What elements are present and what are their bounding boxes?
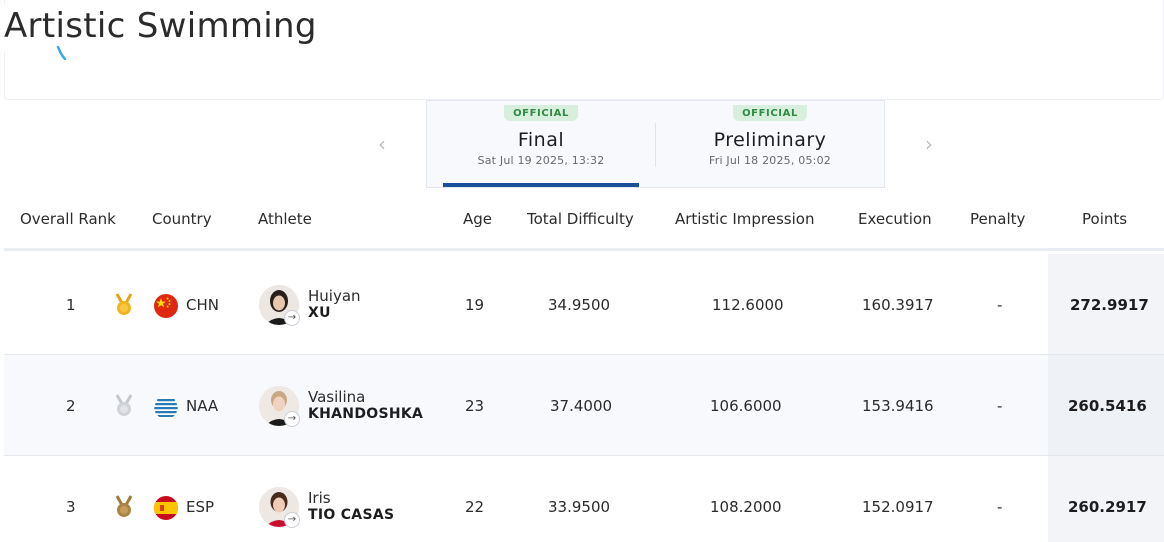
next-phase-arrow[interactable]: › [925,132,933,156]
points-value: 260.2917 [1068,498,1147,516]
table-header: Overall Rank Country Athlete Age Total D… [4,196,1164,251]
tab-preliminary[interactable]: OFFICIAL Preliminary Fri Jul 18 2025, 05… [655,101,885,187]
page-title: Artistic Swimming [4,4,424,52]
status-badge: OFFICIAL [504,105,578,121]
silver-medal-icon [115,394,133,416]
column-header-execution[interactable]: Execution [858,210,932,228]
total-difficulty-value: 37.4000 [550,397,613,415]
column-header-artistic-impression[interactable]: Artistic Impression [675,210,815,228]
penalty-value: - [997,296,1003,314]
athlete-photo-icon [259,285,299,325]
gold-medal-icon [115,293,133,315]
artistic-impression-value: 106.6000 [710,397,782,415]
penalty-value: - [997,498,1003,516]
athlete-last-name[interactable]: TIO CASAS [308,507,395,523]
country-code: NAA [186,397,219,415]
points-value: 272.9917 [1070,296,1149,314]
points-value: 260.5416 [1068,397,1147,415]
neutral-athletes-flag-icon [154,395,178,419]
country-code: CHN [186,296,219,314]
athlete-first-name[interactable]: Iris [308,489,331,507]
total-difficulty-value: 33.9500 [548,498,611,516]
table-row[interactable]: 2 NAA → Vasilina KHANDOSHKA 23 37.4000 1… [4,355,1164,456]
penalty-value: - [997,397,1003,415]
athlete-avatar[interactable] [259,285,299,325]
tab-final[interactable]: OFFICIAL Final Sat Jul 19 2025, 13:32 [443,101,639,187]
rank-value: 2 [66,397,76,415]
arrow-right-icon[interactable]: → [284,310,300,326]
column-header-overall-rank[interactable]: Overall Rank [20,210,116,228]
age-value: 22 [465,498,485,516]
age-value: 19 [465,296,485,314]
arrow-right-icon[interactable]: → [284,512,300,528]
arrow-right-icon[interactable]: → [284,411,300,427]
column-header-total-difficulty[interactable]: Total Difficulty [527,210,634,228]
table-row[interactable]: 1 CHN → Huiyan XU 19 34.9500 112.6000 16… [4,254,1164,355]
bronze-medal-icon [115,495,133,517]
column-header-points[interactable]: Points [1082,210,1128,228]
phase-tabs: OFFICIAL Final Sat Jul 19 2025, 13:32 OF… [426,100,885,188]
rank-value: 3 [66,498,76,516]
column-header-athlete[interactable]: Athlete [258,210,312,228]
tab-date: Fri Jul 18 2025, 05:02 [709,154,831,167]
table-row[interactable]: 3 ESP → Iris TIO CASAS 22 33.9500 108.20… [4,456,1164,542]
status-badge: OFFICIAL [733,105,807,121]
tab-date: Sat Jul 19 2025, 13:32 [477,154,605,167]
logo-icon [56,46,67,60]
execution-value: 153.9416 [862,397,934,415]
execution-value: 152.0917 [862,498,934,516]
points-column-bg [1048,254,1164,354]
athlete-first-name[interactable]: Huiyan [308,287,361,305]
prev-phase-arrow[interactable]: ‹ [378,132,386,156]
active-tab-indicator [443,183,639,187]
points-column-bg [1048,355,1164,455]
athlete-last-name[interactable]: KHANDOSHKA [308,406,424,422]
column-header-penalty[interactable]: Penalty [970,210,1026,228]
spain-flag-icon [154,496,178,520]
tab-label: Final [517,129,565,151]
column-header-country[interactable]: Country [152,210,212,228]
execution-value: 160.3917 [862,296,934,314]
artistic-impression-value: 112.6000 [712,296,784,314]
rank-value: 1 [66,296,76,314]
tab-label: Preliminary [713,129,827,151]
age-value: 23 [465,397,485,415]
points-column-bg [1048,456,1164,542]
artistic-impression-value: 108.2000 [710,498,782,516]
athlete-first-name[interactable]: Vasilina [308,388,366,406]
column-header-age[interactable]: Age [463,210,493,228]
total-difficulty-value: 34.9500 [548,296,611,314]
country-code: ESP [186,498,215,516]
athlete-last-name[interactable]: XU [308,305,331,321]
tab-divider [655,123,656,167]
china-flag-icon [154,294,178,318]
